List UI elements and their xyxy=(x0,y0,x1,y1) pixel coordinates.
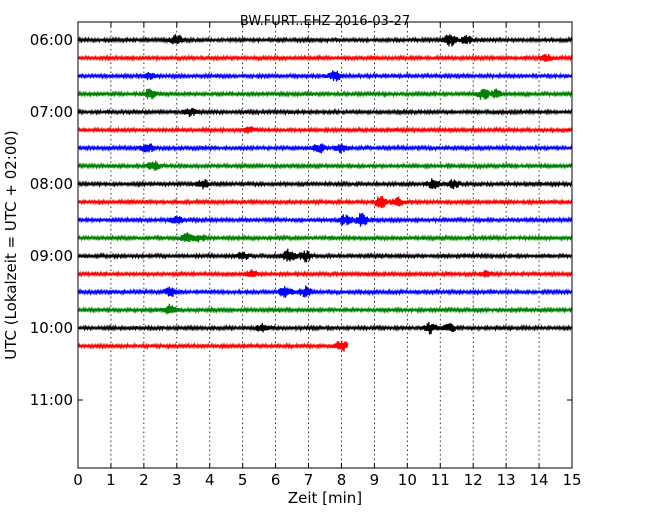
x-tick-label: 1 xyxy=(106,471,116,489)
x-tick-label: 4 xyxy=(205,471,215,489)
y-tick-label: 07:00 xyxy=(30,103,73,121)
trace-0730 xyxy=(77,143,573,154)
x-tick-label: 8 xyxy=(337,471,347,489)
trace-0815 xyxy=(77,195,573,209)
trace-0645 xyxy=(77,88,573,100)
trace-0830 xyxy=(77,212,573,227)
trace-0945 xyxy=(77,303,573,315)
y-axis: 06:00 07:00 08:00 09:00 10:00 11:00 xyxy=(30,31,572,409)
x-tick-label: 5 xyxy=(238,471,248,489)
y-tick-label: 06:00 xyxy=(30,31,73,49)
trace-0715 xyxy=(77,125,573,135)
x-tick-label: 12 xyxy=(464,471,483,489)
x-tick-label: 0 xyxy=(73,471,83,489)
x-axis-title: Zeit [min] xyxy=(288,489,362,507)
trace-0615 xyxy=(77,53,573,63)
x-tick-label: 15 xyxy=(562,471,581,489)
y-tick-label: 10:00 xyxy=(30,319,73,337)
y-tick-label: 08:00 xyxy=(30,175,73,193)
y-tick-label: 11:00 xyxy=(30,391,73,409)
plot-frame xyxy=(77,21,573,469)
y-tick-label: 09:00 xyxy=(30,247,73,265)
x-tick-label: 2 xyxy=(139,471,149,489)
x-tick-label: 11 xyxy=(431,471,450,489)
x-tick-label: 14 xyxy=(530,471,549,489)
trace-0745 xyxy=(77,160,573,171)
trace-0630 xyxy=(77,70,573,82)
traces xyxy=(77,34,573,352)
x-tick-label: 9 xyxy=(370,471,380,489)
trace-0930 xyxy=(77,285,573,298)
trace-0600 xyxy=(77,34,573,47)
x-tick-label: 10 xyxy=(398,471,417,489)
x-tick-label: 3 xyxy=(172,471,182,489)
trace-1015 xyxy=(77,340,349,352)
trace-1000 xyxy=(77,322,573,335)
x-tick-label: 13 xyxy=(497,471,516,489)
x-axis: 0 1 2 3 4 5 6 7 8 9 10 11 12 13 14 15 xyxy=(73,22,582,489)
x-tick-label: 7 xyxy=(304,471,314,489)
x-tick-label: 6 xyxy=(271,471,281,489)
trace-0845 xyxy=(77,232,573,243)
trace-0800 xyxy=(77,178,573,190)
grid xyxy=(110,22,540,468)
trace-0700 xyxy=(77,107,573,118)
trace-0900 xyxy=(77,248,573,263)
y-axis-title: UTC (Lokalzeit = UTC + 02:00) xyxy=(2,130,20,360)
trace-0915 xyxy=(77,269,573,279)
